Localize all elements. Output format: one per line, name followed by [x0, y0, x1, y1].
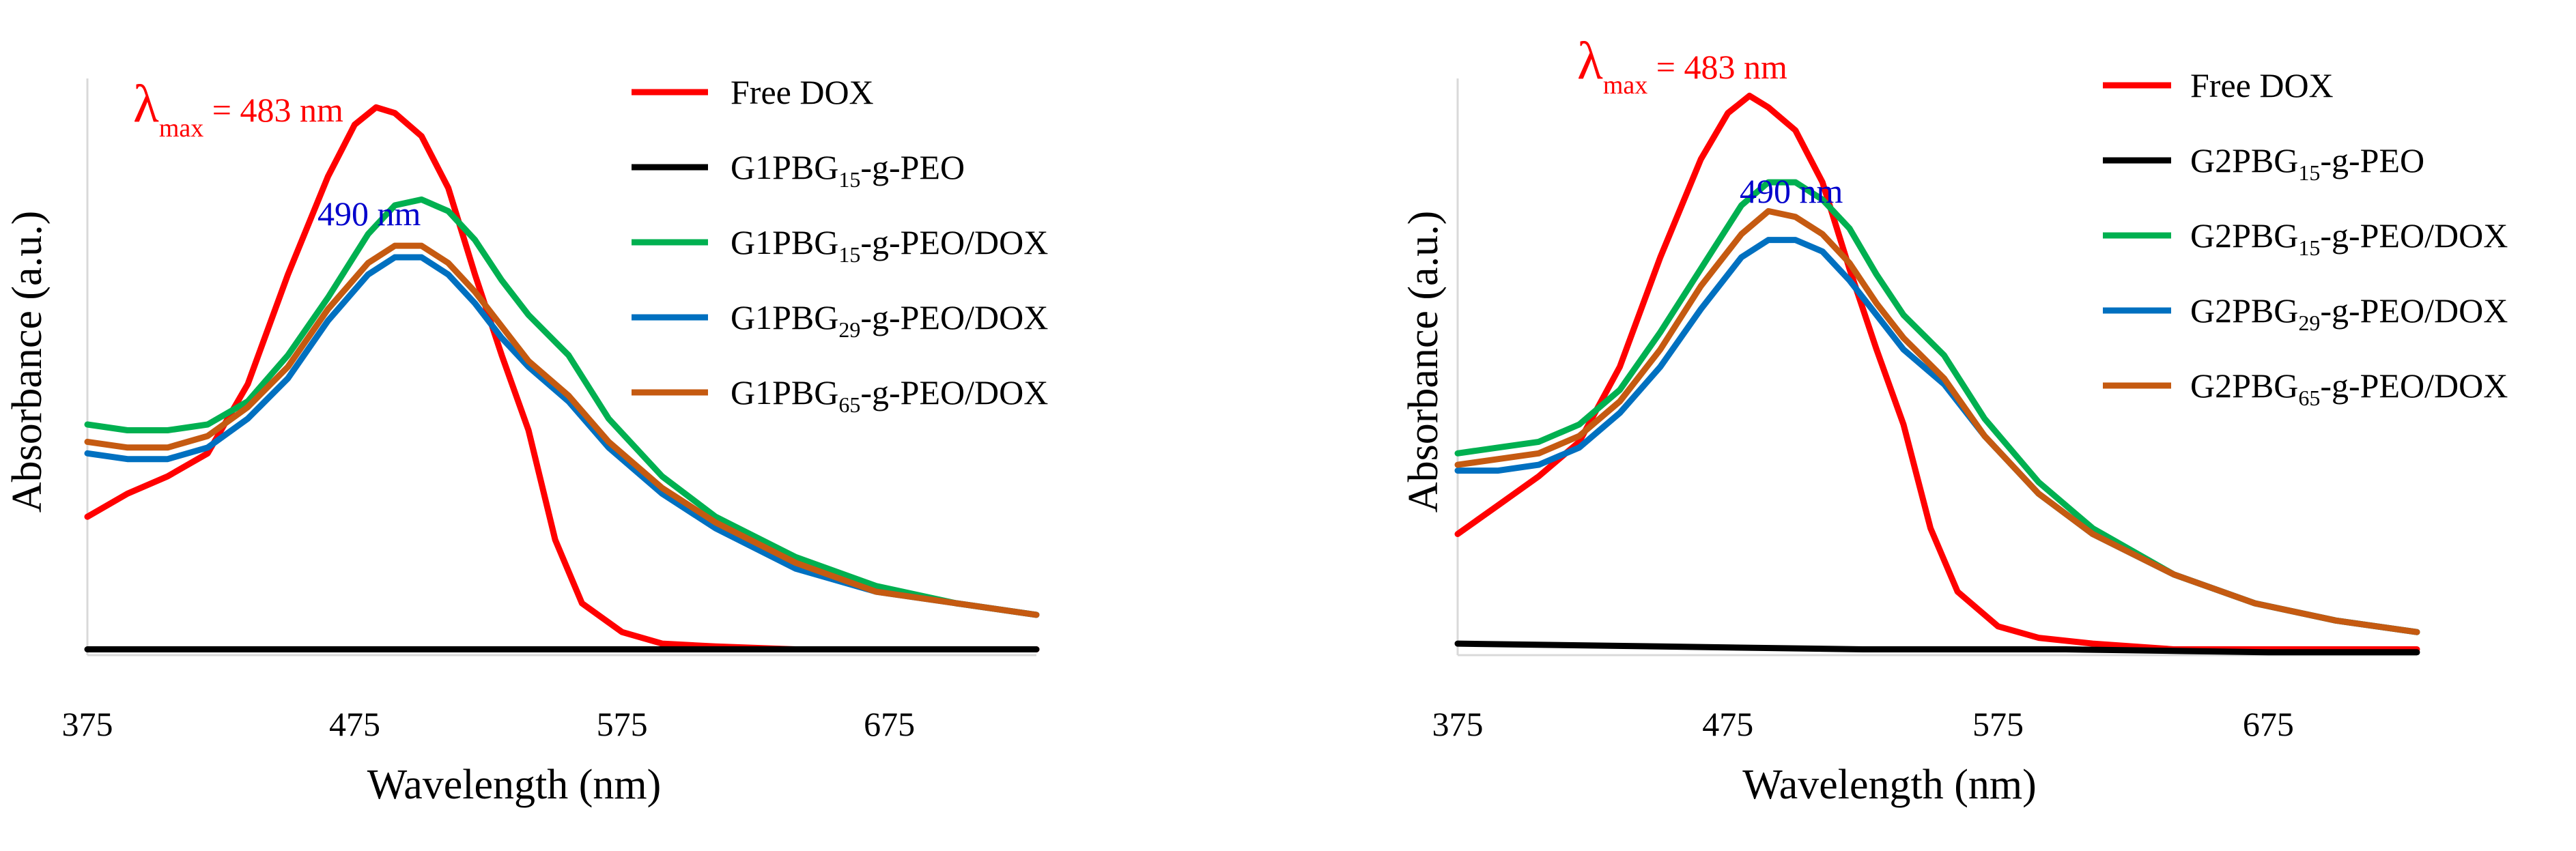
x-tick-label: 575: [597, 705, 648, 743]
x-tick-label: 375: [1432, 705, 1484, 743]
x-tick-label: 375: [62, 705, 113, 743]
legend-label: G1PBG15-g-PEO: [731, 148, 965, 192]
peak-annotation: 490 nm: [317, 194, 421, 233]
y-axis-title: Absorbance (a.u.): [1400, 211, 1447, 513]
legend-label: G2PBG15-g-PEO/DOX: [2190, 216, 2508, 260]
legend-label: G2PBG65-g-PEO/DOX: [2190, 366, 2508, 410]
x-axis-title: Wavelength (nm): [1742, 762, 2037, 808]
legend-label: G1PBG29-g-PEO/DOX: [731, 298, 1048, 342]
chart-panel-g2: 375 475 575 675 Wavelength (nm) Absorbance (a…: [1288, 0, 2576, 851]
series-line-0: [1454, 92, 2420, 652]
x-tick-label: 575: [1972, 705, 2024, 743]
legend-label: G2PBG15-g-PEO: [2190, 141, 2424, 185]
chart-svg-g1: 375 475 575 675 Wavelength (nm) Absorbance (a…: [4, 73, 1048, 808]
y-axis-title: Absorbance (a.u.): [4, 211, 51, 513]
x-axis-title: Wavelength (nm): [367, 762, 662, 808]
peak-annotation: 490 nm: [1740, 172, 1843, 210]
lambda-max-annotation: λmax = 483 nm: [133, 74, 343, 143]
series-line-4: [84, 242, 1040, 618]
x-tick-label: 675: [2243, 705, 2294, 743]
series-line-2: [84, 196, 1040, 618]
series-line-3: [84, 254, 1040, 618]
x-tick-label: 475: [1702, 705, 1753, 743]
x-tick-label: 475: [329, 705, 380, 743]
chart-panel-g1: 375 475 575 675 Wavelength (nm) Absorbance (a…: [4, 73, 1048, 808]
legend-label: G2PBG29-g-PEO/DOX: [2190, 291, 2508, 335]
legend-label: Free DOX: [2190, 66, 2334, 104]
legend-label: Free DOX: [731, 73, 874, 111]
chart-svg-g2: 375 475 575 675 Wavelength (nm) Absorbance (a…: [1400, 31, 2508, 808]
lambda-max-annotation: λmax = 483 nm: [1577, 31, 1787, 100]
series-line-1: [1454, 640, 2420, 656]
series-line-4: [1454, 207, 2420, 635]
legend-label: G1PBG65-g-PEO/DOX: [731, 373, 1048, 417]
legend-label: G1PBG15-g-PEO/DOX: [731, 223, 1048, 267]
x-tick-label: 675: [864, 705, 915, 743]
